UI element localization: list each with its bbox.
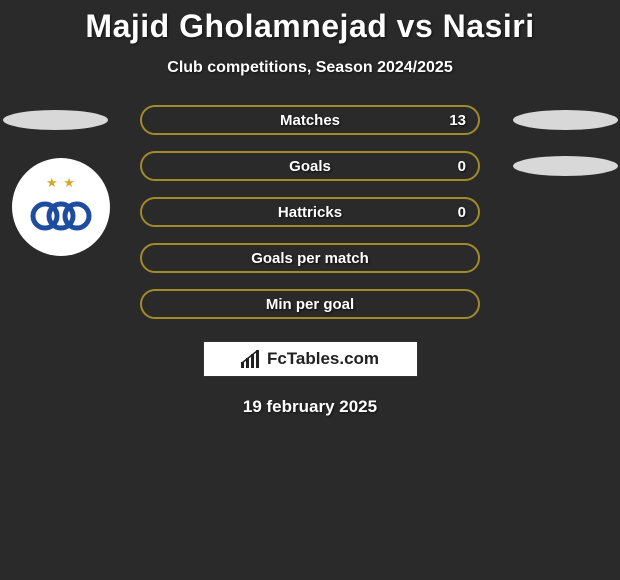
stat-bar: Hattricks 0: [140, 197, 480, 227]
stat-value-right: 0: [458, 204, 466, 221]
comparison-card: Majid Gholamnejad vs Nasiri Club competi…: [0, 0, 620, 417]
stat-label: Goals per match: [251, 250, 369, 267]
stat-label: Hattricks: [278, 204, 342, 221]
club-badge: ★ ★: [12, 158, 110, 256]
stat-row: Min per goal: [0, 289, 620, 319]
stat-row: Matches 13: [0, 105, 620, 135]
club-logo-icon: [30, 192, 92, 240]
stat-row: Goals per match: [0, 243, 620, 273]
stat-value-right: 13: [449, 112, 466, 129]
star-icon: ★ ★: [46, 175, 76, 191]
stat-bar: Goals 0: [140, 151, 480, 181]
date-text: 19 february 2025: [0, 397, 620, 417]
stat-bar: Matches 13: [140, 105, 480, 135]
placeholder-ellipse: [513, 110, 618, 130]
stat-label: Min per goal: [266, 296, 354, 313]
stat-value-right: 0: [458, 158, 466, 175]
placeholder-ellipse: [513, 156, 618, 176]
stat-label: Goals: [289, 158, 331, 175]
brand-text: FcTables.com: [267, 349, 379, 369]
chart-icon: [241, 350, 261, 368]
right-slot: [510, 110, 620, 130]
right-slot: [510, 156, 620, 176]
left-slot: [0, 110, 110, 130]
stat-bar: Min per goal: [140, 289, 480, 319]
placeholder-ellipse: [3, 110, 108, 130]
stat-label: Matches: [280, 112, 340, 129]
page-subtitle: Club competitions, Season 2024/2025: [0, 59, 620, 77]
brand-badge: FcTables.com: [203, 341, 418, 377]
page-title: Majid Gholamnejad vs Nasiri: [0, 8, 620, 45]
stat-bar: Goals per match: [140, 243, 480, 273]
